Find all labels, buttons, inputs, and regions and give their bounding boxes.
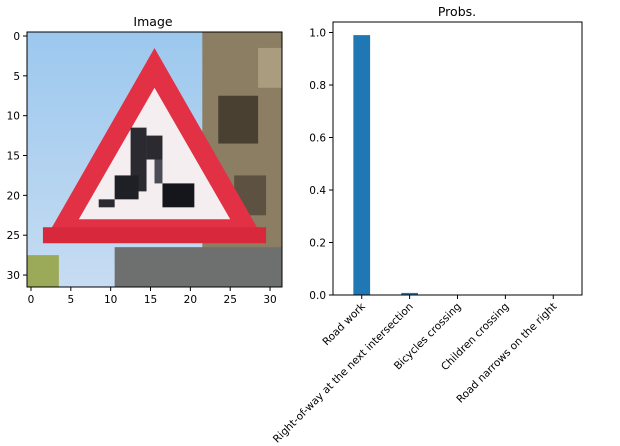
probs-title: Probs. xyxy=(438,4,476,19)
image-x-ticks: 0 5 10 15 20 25 30 xyxy=(28,287,277,306)
image-y-tick-label: 25 xyxy=(7,230,20,242)
bar-0 xyxy=(353,35,371,295)
sign-symbol-c xyxy=(114,175,139,200)
tree-light-patch xyxy=(258,47,282,88)
image-y-tick-label: 20 xyxy=(7,190,20,202)
probs-x-tick-label: Road narrows on the right xyxy=(454,301,559,406)
probs-frame xyxy=(332,21,583,296)
image-y-ticks: 0 5 10 15 20 25 30 xyxy=(7,31,27,282)
bar-1 xyxy=(401,292,418,295)
image-x-tick-label: 25 xyxy=(224,294,237,306)
image-frame xyxy=(26,31,283,288)
image-x-tick-label: 5 xyxy=(67,294,74,306)
image-y-tick-label: 15 xyxy=(7,151,20,163)
image-y-tick-label: 30 xyxy=(7,270,20,282)
probs-y-tick-label: 1.0 xyxy=(309,28,326,40)
tree-dark-patch xyxy=(218,95,259,144)
image-x-tick-label: 15 xyxy=(144,294,157,306)
probs-panel: Probs. 0.0 0.2 0.4 0.6 0.8 1.0 Road workRight… xyxy=(271,4,583,446)
probs-y-ticks: 0.0 0.2 0.4 0.6 0.8 1.0 xyxy=(309,28,333,302)
sign-bottom-stripe xyxy=(42,227,267,244)
probs-bars xyxy=(353,35,562,295)
image-x-tick-label: 30 xyxy=(263,294,276,306)
sign-symbol-f xyxy=(154,159,163,184)
probs-y-tick-label: 0.8 xyxy=(309,80,326,92)
image-y-tick-label: 0 xyxy=(13,31,20,43)
sign-symbol-e xyxy=(98,199,115,208)
image-y-tick-label: 5 xyxy=(13,71,20,83)
image-panel: Image 0 5 10 15 20 2 xyxy=(7,14,283,306)
image-x-tick-label: 20 xyxy=(184,294,197,306)
image-y-tick-label: 10 xyxy=(7,111,20,123)
image-title: Image xyxy=(133,14,172,29)
sign-symbol-b xyxy=(146,135,163,160)
sign-symbol-d xyxy=(162,183,195,208)
image-x-tick-label: 0 xyxy=(28,294,35,306)
probs-y-tick-label: 0.4 xyxy=(309,185,326,197)
ground-left xyxy=(27,255,59,287)
probs-y-tick-label: 0.0 xyxy=(309,290,326,302)
probs-y-tick-label: 0.6 xyxy=(309,133,326,145)
probs-y-tick-label: 0.2 xyxy=(309,238,326,250)
probs-x-tick-label: Road work xyxy=(320,300,368,348)
image-x-tick-label: 10 xyxy=(104,294,117,306)
ground-mid xyxy=(114,247,282,287)
image-plot xyxy=(27,32,282,287)
